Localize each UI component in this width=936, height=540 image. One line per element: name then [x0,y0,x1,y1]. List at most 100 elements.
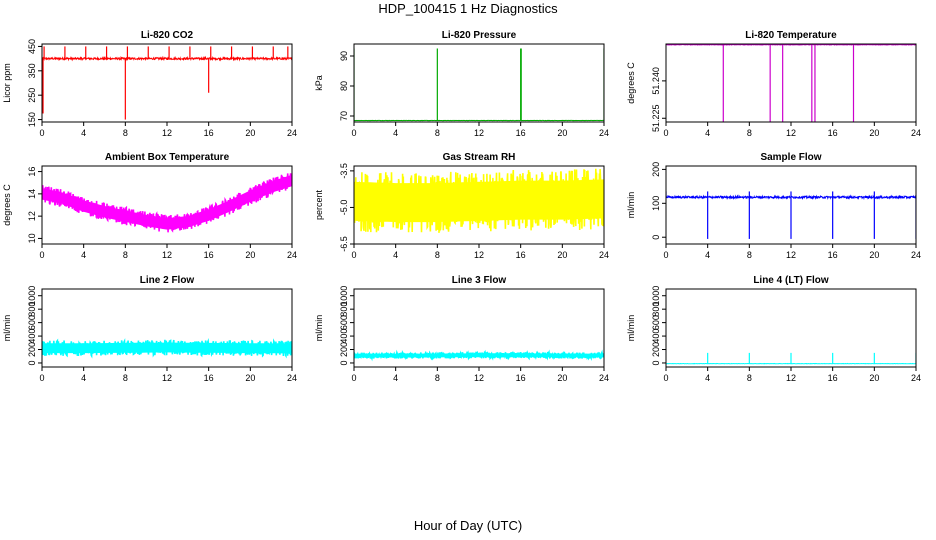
x-tick-label: 4 [81,128,86,138]
panel-title: Line 4 (LT) Flow [753,275,829,286]
y-tick-label: 90 [339,51,349,61]
series-line [354,349,604,362]
x-tick-label: 4 [393,128,398,138]
y-tick-label: 0 [27,360,37,365]
plot-frame [665,43,917,123]
y-tick-label: 14 [27,189,37,199]
panel-title: Gas Stream RH [443,152,516,163]
series-line [666,191,916,239]
x-tick-label: 12 [786,250,796,260]
x-tick-label: 20 [557,373,567,383]
x-tick-label: 8 [747,128,752,138]
y-tick-label: 200 [651,342,661,357]
panel-title: Li-820 Pressure [442,30,517,41]
y-axis-label: ml/min [626,315,636,342]
x-tick-label: 12 [786,128,796,138]
x-tick-label: 4 [705,373,710,383]
x-tick-label: 24 [287,250,297,260]
x-tick-label: 20 [869,128,879,138]
y-axis-label: degrees C [2,184,12,226]
x-tick-label: 4 [393,250,398,260]
x-tick-label: 4 [705,250,710,260]
x-tick-label: 16 [828,128,838,138]
series-line [42,46,292,120]
series-line [666,44,916,122]
x-tick-label: 16 [204,250,214,260]
y-axis-label: degrees C [626,62,636,104]
y-tick-label: 0 [651,360,661,365]
x-tick-label: 8 [747,373,752,383]
x-tick-label: 16 [204,373,214,383]
panel-title: Li-820 Temperature [745,30,837,41]
y-tick-label: 70 [339,111,349,121]
x-tick-label: 12 [474,250,484,260]
x-tick-label: 20 [869,250,879,260]
plot-frame [353,43,605,123]
y-tick-label: 100 [651,196,661,211]
y-tick-label: 450 [27,39,37,54]
x-tick-label: 12 [162,373,172,383]
y-tick-label: 0 [339,360,349,365]
x-tick-label: 4 [81,373,86,383]
y-tick-label: 400 [27,329,37,344]
y-tick-label: 800 [27,302,37,317]
x-tick-label: 8 [123,128,128,138]
x-tick-label: 16 [204,128,214,138]
panel-1: Li-820 Pressure kPa 0 4 8 12 16 20 24 70 80 90 [314,30,609,138]
y-tick-label: 150 [27,112,37,127]
y-tick-label: 800 [339,302,349,317]
panel-title: Sample Flow [760,152,821,163]
x-tick-label: 12 [474,373,484,383]
x-tick-label: 8 [747,250,752,260]
x-tick-label: 16 [516,250,526,260]
panel-8: Line 4 (LT) Flow ml/min 0 4 8 12 16 20 24 0 200400… [626,275,921,383]
plot-frame [41,43,293,123]
x-tick-label: 16 [516,128,526,138]
x-tick-label: 20 [869,373,879,383]
panel-2: Li-820 Temperature degrees C 0 4 8 12 16 20 24 51… [626,30,921,138]
x-tick-label: 0 [663,128,668,138]
x-tick-label: 16 [516,373,526,383]
x-tick-label: 20 [245,128,255,138]
x-tick-label: 0 [39,128,44,138]
series-line [354,48,604,122]
y-tick-label: -5.0 [339,200,349,216]
y-axis-label: ml/min [626,192,636,219]
y-tick-label: 200 [339,342,349,357]
y-axis-label: Licor ppm [2,63,12,103]
panel-4: Gas Stream RH percent 0 4 8 12 16 20 24 -3.5 -5.0 -… [314,152,609,260]
x-tick-label: 8 [435,128,440,138]
y-tick-label: 600 [339,315,349,330]
y-tick-label: -6.5 [339,236,349,252]
x-tick-label: 0 [351,373,356,383]
x-tick-label: 16 [828,373,838,383]
x-tick-label: 20 [245,250,255,260]
x-tick-label: 8 [123,250,128,260]
x-tick-label: 24 [287,128,297,138]
x-tick-label: 12 [474,128,484,138]
y-tick-label: 200 [27,342,37,357]
panel-0: Li-820 CO2 Licor ppm 0 4 8 12 16 20 24 150 250 350 4… [2,30,297,138]
plot-frame [41,288,293,368]
panel-title: Li-820 CO2 [141,30,194,41]
x-tick-label: 24 [911,128,921,138]
x-tick-label: 20 [557,250,567,260]
y-tick-label: 600 [27,315,37,330]
x-tick-label: 4 [393,373,398,383]
x-tick-label: 24 [599,250,609,260]
x-tick-label: 4 [705,128,710,138]
panel-title: Line 2 Flow [140,275,195,286]
x-tick-label: 12 [162,250,172,260]
y-tick-label: 200 [651,162,661,177]
panel-7: Line 3 Flow ml/min 0 4 8 12 16 20 24 0 20040060080… [314,275,609,383]
y-tick-label: 51.240 [651,67,661,95]
x-tick-label: 24 [287,373,297,383]
x-tick-label: 24 [599,128,609,138]
y-axis-label: ml/min [314,315,324,342]
y-tick-label: 80 [339,81,349,91]
series-line [42,337,292,359]
y-tick-label: 600 [651,315,661,330]
x-tick-label: 8 [435,250,440,260]
y-tick-label: 1000 [339,286,349,306]
